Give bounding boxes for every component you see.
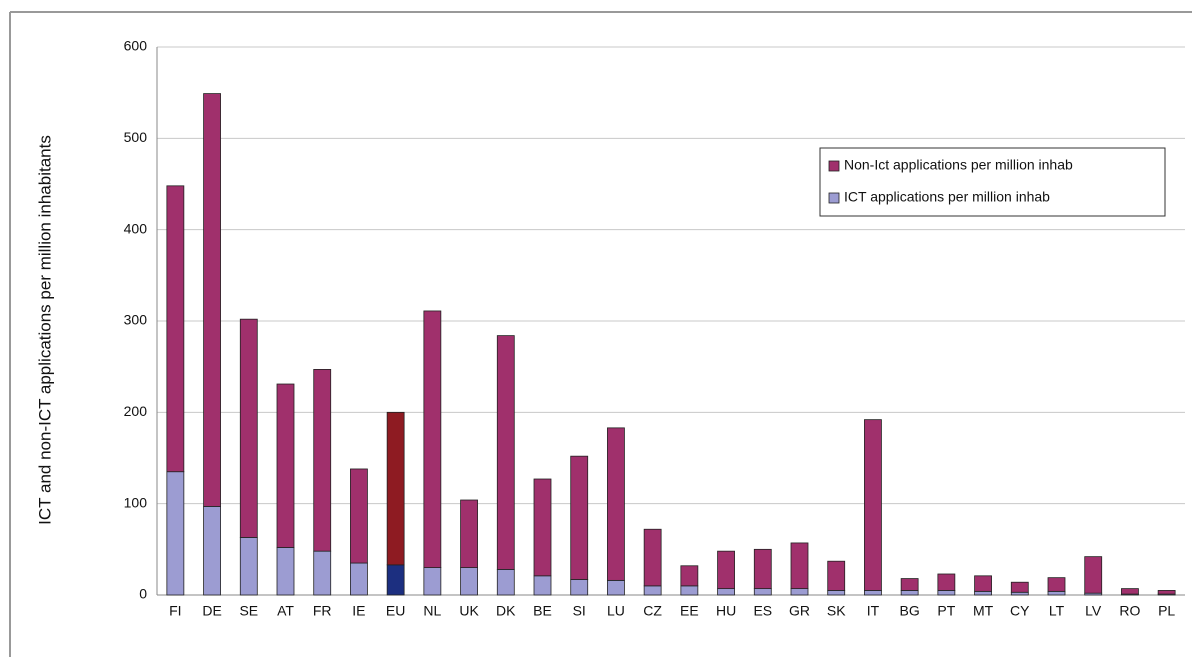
bar-segment: [203, 93, 221, 507]
y-tick-label: 200: [124, 403, 148, 419]
x-tick-label: CY: [1010, 603, 1030, 619]
bar-segment: [276, 547, 295, 596]
x-tick-label: GR: [789, 603, 810, 619]
x-tick-label: CZ: [643, 603, 662, 619]
bar-segment: [239, 318, 258, 538]
y-tick-label: 100: [124, 494, 148, 510]
x-tick-label: HU: [716, 603, 736, 619]
bar-segment: [717, 550, 735, 590]
x-tick-label: LU: [607, 603, 625, 619]
bar-segment: [313, 550, 332, 596]
y-tick-label: 500: [124, 129, 148, 145]
bar-segment: [423, 310, 442, 569]
bar-segment: [570, 455, 589, 580]
x-tick-label: LT: [1049, 603, 1065, 619]
bar-segment: [460, 499, 478, 569]
legend-label: ICT applications per million inhab: [844, 189, 1050, 205]
bar-segment: [1157, 590, 1176, 595]
bar-segment: [533, 478, 552, 577]
bar-segment: [496, 569, 515, 596]
y-tick-label: 400: [124, 220, 148, 236]
bar-segment: [607, 579, 625, 596]
x-tick-label: EU: [386, 603, 405, 619]
bar-segment: [1047, 577, 1066, 592]
bar-segment: [790, 588, 809, 596]
bar-segment: [496, 335, 515, 570]
x-tick-label: DK: [496, 603, 516, 619]
bar-segment: [937, 590, 956, 596]
y-tick-label: 300: [124, 312, 148, 328]
bar-segment: [386, 411, 405, 566]
y-axis-label: ICT and non-ICT applications per million…: [35, 135, 54, 525]
x-tick-label: IE: [352, 603, 365, 619]
x-tick-label: PT: [937, 603, 955, 619]
x-tick-label: DE: [202, 603, 221, 619]
x-tick-label: SK: [827, 603, 846, 619]
bar-segment: [166, 471, 185, 596]
y-tick-label: 0: [139, 586, 147, 602]
x-tick-label: ES: [753, 603, 772, 619]
x-tick-label: SI: [573, 603, 586, 619]
x-tick-label: PL: [1158, 603, 1175, 619]
bar-segment: [827, 590, 846, 596]
legend-swatch: [828, 192, 840, 204]
bar-segment: [864, 590, 882, 596]
x-tick-label: LV: [1085, 603, 1102, 619]
bar-segment: [239, 537, 258, 596]
x-tick-label: RO: [1119, 603, 1140, 619]
bar-segment: [753, 588, 772, 596]
legend-label: Non-Ict applications per million inhab: [844, 157, 1073, 173]
bar-segment: [607, 427, 625, 581]
bar-segment: [386, 564, 405, 596]
x-tick-label: SE: [239, 603, 258, 619]
x-tick-label: BE: [533, 603, 552, 619]
bar-segment: [900, 578, 919, 591]
x-tick-label: MT: [973, 603, 994, 619]
x-tick-label: FR: [313, 603, 332, 619]
bar-segment: [717, 588, 735, 596]
x-tick-label: EE: [680, 603, 699, 619]
bar-segment: [1047, 590, 1066, 596]
bar-segment: [827, 560, 846, 591]
bar-segment: [203, 506, 221, 596]
bar-segment: [1010, 581, 1029, 593]
bar-segment: [643, 528, 662, 587]
x-tick-label: IT: [867, 603, 880, 619]
bar-segment: [1084, 556, 1103, 594]
legend-swatch: [828, 160, 840, 172]
bar-segment: [423, 567, 442, 596]
bar-segment: [864, 419, 882, 591]
bar-segment: [753, 548, 772, 590]
y-tick-label: 600: [124, 38, 148, 54]
bar-segment: [900, 590, 919, 596]
x-tick-label: FI: [169, 603, 181, 619]
bar-segment: [350, 468, 368, 564]
bar-segment: [570, 579, 589, 596]
bar-segment: [460, 567, 478, 596]
x-tick-label: BG: [900, 603, 920, 619]
legend-box: [819, 147, 1166, 217]
bar-segment: [1010, 591, 1029, 596]
bar-segment: [533, 575, 552, 596]
bar-segment: [350, 562, 368, 596]
bar-segment: [313, 369, 332, 552]
bar-segment: [680, 565, 699, 587]
bar-segment: [166, 185, 185, 473]
bar-segment: [937, 573, 956, 591]
bar-segment: [643, 585, 662, 596]
x-tick-label: AT: [277, 603, 294, 619]
bar-segment: [974, 590, 992, 596]
x-tick-label: UK: [459, 603, 479, 619]
bar-segment: [974, 575, 992, 592]
bar-segment: [680, 585, 699, 596]
bar-segment: [1121, 588, 1139, 595]
bar-segment: [276, 383, 295, 548]
x-tick-label: NL: [423, 603, 441, 619]
bar-segment: [790, 542, 809, 590]
